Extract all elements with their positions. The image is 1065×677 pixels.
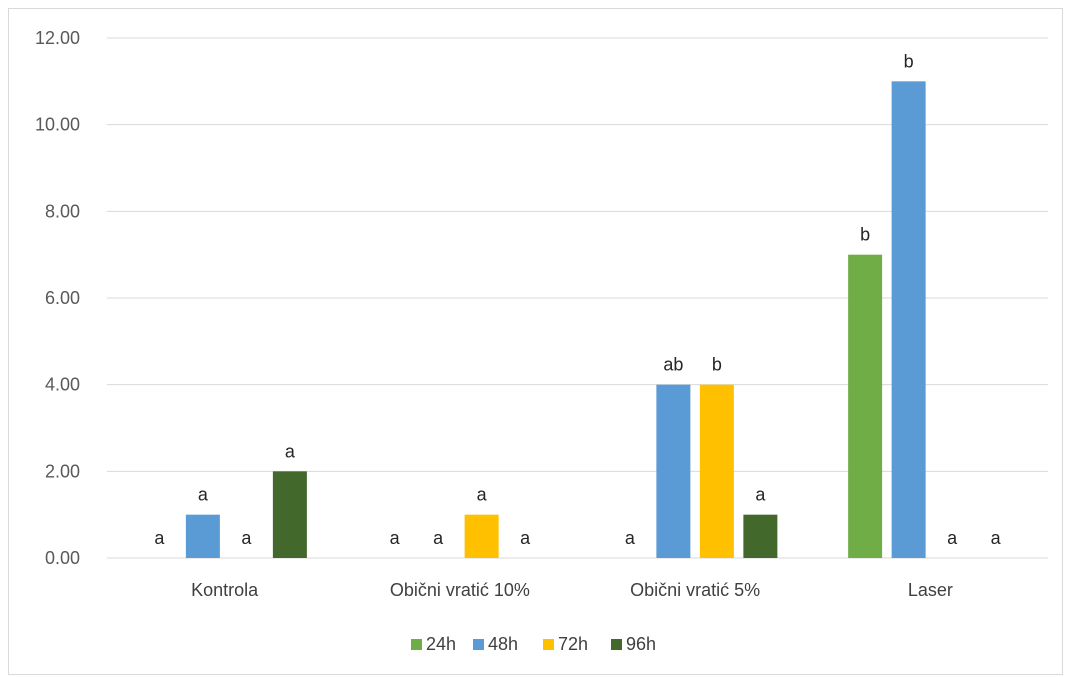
data-label: a xyxy=(625,528,636,548)
y-tick-label: 0.00 xyxy=(45,548,80,568)
legend-label: 96h xyxy=(626,634,656,654)
data-label: a xyxy=(241,528,252,548)
y-tick-label: 10.00 xyxy=(35,115,80,135)
data-label: a xyxy=(947,528,958,548)
bar-72h-2 xyxy=(699,384,734,558)
data-label: a xyxy=(285,441,296,461)
data-label: a xyxy=(433,528,444,548)
data-label: a xyxy=(477,485,488,505)
data-label: a xyxy=(520,528,531,548)
legend-swatch xyxy=(543,639,554,650)
bar-48h-2 xyxy=(656,384,691,558)
data-label: a xyxy=(991,528,1002,548)
y-tick-label: 2.00 xyxy=(45,461,80,481)
x-category-label: Obični vratić 5% xyxy=(630,580,760,600)
bar-48h-0 xyxy=(185,514,220,558)
data-label: b xyxy=(712,355,722,375)
data-label: a xyxy=(154,528,165,548)
data-label: ab xyxy=(663,355,683,375)
data-label: b xyxy=(860,225,870,245)
y-tick-label: 4.00 xyxy=(45,375,80,395)
x-category-label: Laser xyxy=(908,580,953,600)
bar-96h-0 xyxy=(272,471,307,558)
legend-swatch xyxy=(411,639,422,650)
data-label: a xyxy=(755,485,766,505)
bar-96h-2 xyxy=(743,514,778,558)
bar-72h-1 xyxy=(464,514,499,558)
legend-swatch xyxy=(611,639,622,650)
x-category-label: Kontrola xyxy=(191,580,259,600)
x-category-label: Obični vratić 10% xyxy=(390,580,530,600)
data-label: b xyxy=(904,51,914,71)
y-tick-label: 8.00 xyxy=(45,201,80,221)
bar-48h-3 xyxy=(891,81,926,558)
y-tick-label: 6.00 xyxy=(45,288,80,308)
y-tick-label: 12.00 xyxy=(35,28,80,48)
data-label: a xyxy=(198,485,209,505)
data-label: a xyxy=(390,528,401,548)
legend-label: 48h xyxy=(488,634,518,654)
legend-label: 24h xyxy=(426,634,456,654)
chart-frame xyxy=(8,8,1063,675)
legend-label: 72h xyxy=(558,634,588,654)
bar-24h-3 xyxy=(848,254,883,558)
legend-swatch xyxy=(473,639,484,650)
